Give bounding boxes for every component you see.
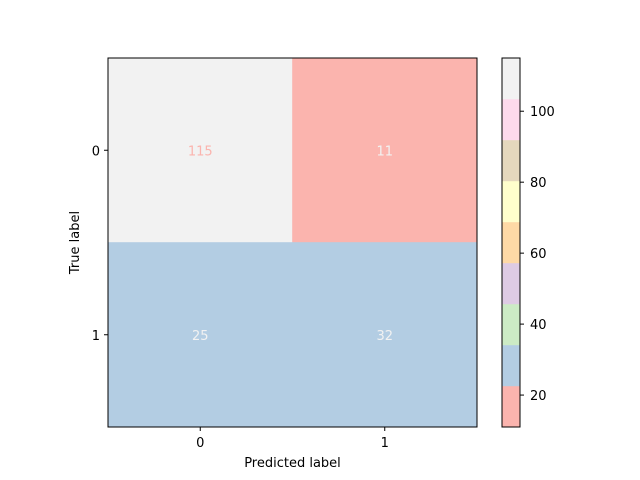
colorbar-ticks: 20 40 60 80 100 (520, 105, 555, 404)
colorbar-frame (501, 57, 521, 428)
colorbar-segment (501, 57, 521, 100)
cell-value-label-r1-c0: 25 (192, 329, 209, 344)
cell-value-label-r0-c1: 11 (376, 144, 393, 159)
colorbar-segment (501, 98, 521, 141)
colorbar-segment (501, 303, 521, 346)
cell-value-label-r0-c0: 115 (188, 144, 213, 159)
colorbar-segment (501, 262, 521, 305)
colorbar (501, 57, 521, 428)
x-tick-label: 0 (196, 436, 204, 451)
y-tick-label: 0 (92, 144, 100, 159)
colorbar-tick-label: 20 (530, 389, 547, 404)
colorbar-segment (501, 139, 521, 182)
colorbar-tick-label: 80 (530, 176, 547, 191)
heatmap-cell-r1-c1 (292, 242, 478, 428)
cell-value-label-r1-c1: 32 (376, 329, 393, 344)
heatmap-cell-r0-c0 (107, 57, 293, 243)
plot-frame (107, 57, 478, 428)
y-axis-label: True label (68, 211, 83, 275)
colorbar-segment (501, 221, 521, 264)
colorbar-tick-label: 100 (530, 105, 555, 120)
colorbar-tick-label: 40 (530, 318, 547, 333)
y-axis-ticks: 01 (92, 144, 108, 344)
heatmap-cell-r1-c0 (107, 242, 293, 428)
heatmap-cell-labels: 115 11 25 32 (188, 144, 393, 344)
x-axis-label: Predicted label (244, 456, 341, 471)
colorbar-segment (501, 385, 521, 428)
x-tick-label: 1 (381, 436, 389, 451)
heatmap-cells (107, 57, 478, 428)
colorbar-segment (501, 180, 521, 223)
colorbar-segment (501, 344, 521, 387)
colorbar-tick-label: 60 (530, 247, 547, 262)
y-tick-label: 1 (92, 329, 100, 344)
heatmap-cell-r0-c1 (292, 57, 478, 243)
